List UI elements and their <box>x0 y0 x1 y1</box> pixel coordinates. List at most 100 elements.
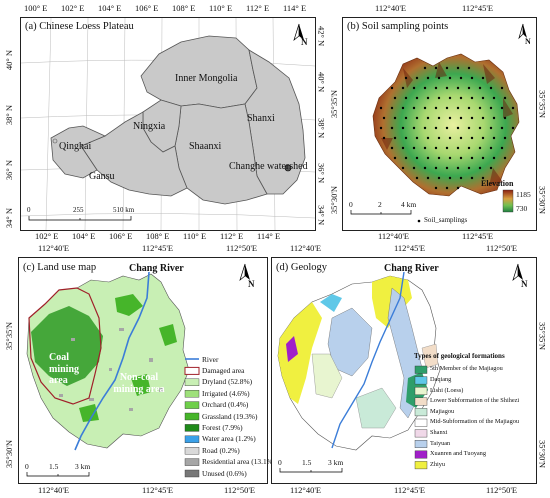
elevation-high-value: 1185 <box>516 190 531 199</box>
sample-point <box>437 96 441 100</box>
sample-point <box>382 136 386 140</box>
sample-point <box>415 76 419 80</box>
gansu-region <box>80 111 188 197</box>
sample-point <box>401 126 405 130</box>
sample-point <box>415 136 419 140</box>
land-use-map <box>26 263 250 478</box>
panel-a-scale-end: 510 km <box>113 206 135 214</box>
geology-map <box>277 263 523 473</box>
sample-point <box>478 146 482 150</box>
sample-point <box>456 126 460 130</box>
zhiyu-west <box>278 302 322 404</box>
sample-point <box>478 166 482 170</box>
land-use-legend-swatch <box>184 458 200 466</box>
sample-point <box>426 76 430 80</box>
sample-point <box>503 96 507 100</box>
land-use-legend-swatch <box>184 469 200 478</box>
panel-b-north-arrow <box>518 23 527 40</box>
sample-point <box>448 116 452 120</box>
sample-point <box>426 96 430 100</box>
sample-point <box>434 126 438 130</box>
sample-point <box>467 126 471 130</box>
sample-point <box>459 156 463 160</box>
chang-river-line <box>74 271 150 451</box>
sample-point <box>489 106 493 110</box>
land-use-legend-swatch <box>184 378 200 387</box>
sample-point <box>492 156 496 160</box>
panel-c-title: (c) Land use map <box>23 262 97 273</box>
sample-point <box>404 136 408 140</box>
sample-point <box>456 186 460 190</box>
land-use-legend-swatch <box>184 424 200 432</box>
sample-point <box>459 96 463 100</box>
geology-river-line <box>331 271 405 449</box>
geology-legend-swatch <box>414 386 428 395</box>
sample-point <box>503 136 507 140</box>
panel-a-scale-mid: 255 <box>73 206 84 214</box>
sample-point <box>470 156 474 160</box>
sample-point <box>423 66 427 70</box>
geology-legend-label: Daqiang <box>430 375 452 383</box>
sample-point <box>437 116 441 120</box>
panel-c-scale-mid: 1.5 <box>49 462 59 471</box>
panel-d-scale-end: 3 km <box>328 458 344 467</box>
panel-c-river-label: Chang River <box>129 263 184 274</box>
elevation-map <box>350 23 527 223</box>
panel-a-scale-zero: 0 <box>27 206 31 214</box>
sample-point <box>412 166 416 170</box>
sample-point <box>401 146 405 150</box>
land-use-legend-label: Dryland (52.8%) <box>202 377 253 387</box>
sample-point <box>423 86 427 90</box>
land-use-legend-swatch <box>184 401 200 409</box>
panel-d-scale-mid: 1.5 <box>302 458 312 467</box>
sample-point <box>478 106 482 110</box>
sample-point <box>426 116 430 120</box>
sample-point <box>401 106 405 110</box>
sample-point <box>393 156 397 160</box>
sample-point <box>445 126 449 130</box>
qinghai-region <box>50 125 107 179</box>
sample-point <box>426 136 430 140</box>
sample-point <box>478 126 482 130</box>
sample-point <box>401 166 405 170</box>
panel-b-scale-mid: 2 <box>378 200 382 209</box>
residential-patches <box>59 328 163 411</box>
land-use-legend <box>184 358 200 478</box>
land-use-legend-swatch <box>184 366 200 375</box>
geology-legend-label: Majiagou <box>430 407 455 415</box>
sampling-legend-label: Soil_samplings <box>424 216 468 224</box>
label-changhe-watershed: Changhe watershed <box>229 161 308 172</box>
panel-a-north-label: N <box>301 37 308 47</box>
sample-point <box>437 76 441 80</box>
sample-point <box>415 176 419 180</box>
sample-point <box>379 126 383 130</box>
sample-point <box>412 86 416 90</box>
panel-c-frame: (c) Land use map Chang River N Coal mini… <box>18 257 275 484</box>
sample-point <box>489 126 493 130</box>
land-use-legend-label: Grassland (19.3%) <box>202 411 258 421</box>
sample-point <box>401 86 405 90</box>
geology-legend-swatch <box>414 450 428 459</box>
noncoal-mining-area-label: Non-coal mining area <box>113 372 165 395</box>
sample-point <box>503 116 507 120</box>
inner-mongolia-region <box>140 35 258 109</box>
sample-point <box>470 76 474 80</box>
sample-point <box>434 86 438 90</box>
sample-point <box>492 96 496 100</box>
sample-point <box>434 106 438 110</box>
sample-point <box>423 166 427 170</box>
sample-point <box>459 76 463 80</box>
soil-sample-points <box>379 66 515 190</box>
geology-legend-swatch <box>414 376 428 385</box>
sample-point <box>404 116 408 120</box>
sample-point <box>467 146 471 150</box>
land-use-legend-swatch <box>184 446 200 455</box>
sampling-legend-dot <box>417 219 421 223</box>
sample-point <box>448 176 452 180</box>
sample-point <box>445 186 449 190</box>
sample-point <box>404 156 408 160</box>
panel-d-scale-zero: 0 <box>278 458 282 467</box>
geology-legend-label: Lower Subformation of the Shihezi <box>430 397 520 405</box>
sample-point <box>445 86 449 90</box>
changhe-watershed-marker <box>284 164 292 172</box>
